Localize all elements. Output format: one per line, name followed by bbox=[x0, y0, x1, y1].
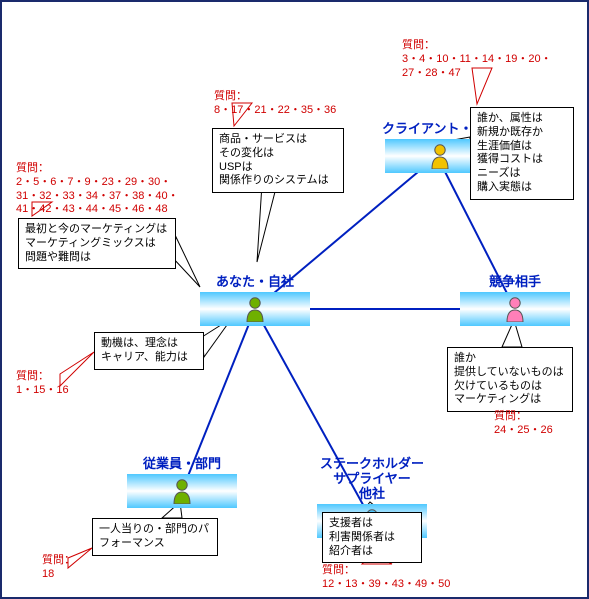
node-emp: 従業員・部門 bbox=[127, 457, 237, 508]
callout-self_bottom_black: 動機は、理念は キャリア、能力は bbox=[94, 332, 204, 370]
callout-emp_q: 質問： 18 bbox=[42, 554, 75, 582]
callout-self_top_black: 商品・サービスは その変化は USPは 関係作りのシステムは bbox=[212, 128, 344, 193]
callout-rival_black: 誰か 提供していないものは 欠けているものは マーケティングは bbox=[447, 347, 573, 412]
node-self: あなた・自社 bbox=[200, 275, 310, 326]
node-title: 従業員・部門 bbox=[127, 457, 237, 472]
callout-self_left_q: 質問： 2・5・6・7・9・23・29・30・ 31・32・33・34・37・3… bbox=[16, 162, 179, 217]
callout-stake_black: 支援者は 利害関係者は 紹介者は bbox=[322, 512, 422, 563]
node-title: ステークホルダー サプライヤー 他社 bbox=[317, 457, 427, 502]
callout-stake_q: 質問： 12・13・39・43・49・50 bbox=[322, 564, 450, 592]
callout-self_left_black: 最初と今のマーケティングは マーケティングミックスは 問題や難問は bbox=[18, 218, 176, 269]
diagram-canvas: クライアント・顧客あなた・自社競争相手従業員・部門ステークホルダー サプライヤー… bbox=[2, 2, 587, 597]
tail bbox=[257, 184, 277, 262]
callout-rival_q: 質問： 24・25・26 bbox=[494, 410, 553, 438]
person-icon bbox=[171, 478, 193, 504]
callout-self_top_q: 質問： 8・17・21・22・35・36 bbox=[214, 90, 336, 118]
person-icon bbox=[244, 296, 266, 322]
callout-emp_black: 一人当りの・部門のパ フォーマンス bbox=[92, 518, 218, 556]
node-bar bbox=[200, 292, 310, 326]
node-bar bbox=[460, 292, 570, 326]
node-bar bbox=[127, 474, 237, 508]
node-title: あなた・自社 bbox=[200, 275, 310, 290]
callout-client_black: 誰か、属性は 新規か既存か 生涯価値は 獲得コストは ニーズは 購入実態は bbox=[470, 107, 574, 200]
node-rival: 競争相手 bbox=[460, 275, 570, 326]
tail bbox=[172, 237, 200, 287]
person-icon bbox=[429, 143, 451, 169]
person-icon bbox=[504, 296, 526, 322]
callout-client_q: 質問： 3・4・10・11・14・19・20・ 27・28・47 bbox=[402, 39, 552, 80]
callout-self_bottom_q: 質問： 1・15・16 bbox=[16, 370, 69, 398]
node-title: 競争相手 bbox=[460, 275, 570, 290]
